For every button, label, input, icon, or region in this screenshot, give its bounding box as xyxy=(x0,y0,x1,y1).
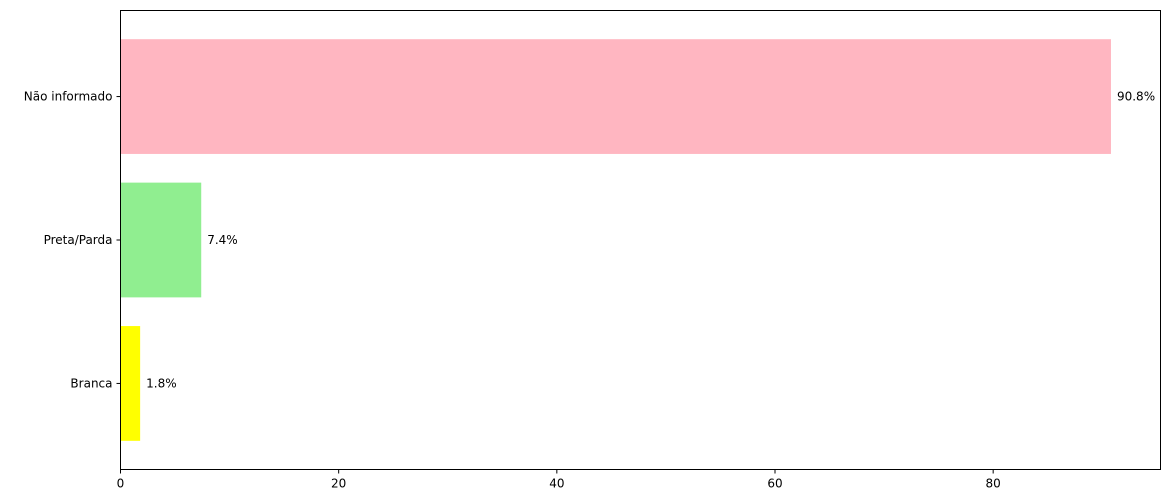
y-tick-label-branca: Branca xyxy=(70,376,112,390)
bar-value-label-branca: 1.8% xyxy=(146,376,177,390)
x-tick-label: 0 xyxy=(117,477,125,490)
axes-frame xyxy=(120,10,1161,470)
x-tick-label: 40 xyxy=(549,477,564,490)
bar-value-label-preta-parda: 7.4% xyxy=(207,233,238,247)
bar-nao-informado xyxy=(120,39,1111,154)
bar-branca xyxy=(120,326,141,441)
x-tick-label: 80 xyxy=(986,477,1001,490)
y-tick-label-preta-parda: Preta/Parda xyxy=(44,233,113,247)
x-tick-label: 60 xyxy=(767,477,782,490)
bar-preta-parda xyxy=(120,182,202,298)
bar-value-label-nao-informado: 90.8% xyxy=(1117,90,1155,104)
bars-group xyxy=(120,39,1111,441)
x-axis-ticks: 0 20 40 60 80 xyxy=(117,469,1001,490)
y-tick-label-nao-informado: Não informado xyxy=(24,90,113,104)
y-axis-ticks: Branca Preta/Parda Não informado xyxy=(24,90,121,390)
x-tick-label: 20 xyxy=(331,477,346,490)
bar-value-labels: 1.8% 7.4% 90.8% xyxy=(146,90,1155,391)
